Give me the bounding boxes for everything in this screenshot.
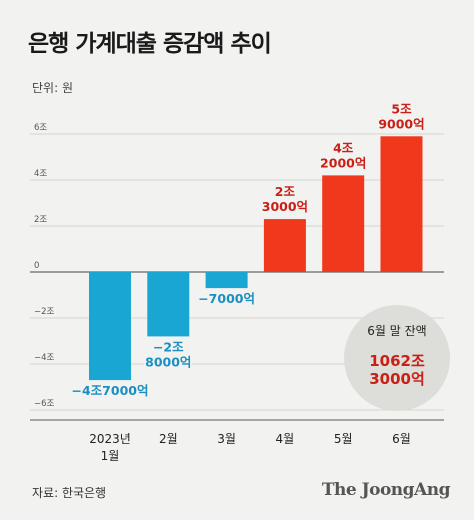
- y-tick-label: 4조: [34, 169, 47, 179]
- y-tick-label: −4조: [34, 353, 55, 363]
- data-label: 2000억: [320, 155, 366, 170]
- data-label: −7000억: [198, 291, 255, 306]
- badge-title: 6월 말 잔액: [367, 324, 427, 338]
- bar: [322, 175, 365, 272]
- badge-value-line1: 1062조: [369, 352, 425, 370]
- balance-badge: 6월 말 잔액 1062조 3000억: [344, 305, 450, 411]
- y-tick-label: 2조: [34, 215, 47, 225]
- bar: [205, 272, 248, 289]
- data-label: 9000억: [378, 116, 424, 131]
- bar: [147, 272, 190, 337]
- data-label: 4조: [333, 140, 354, 155]
- data-label: 2조: [275, 184, 296, 199]
- x-tick-label: 5월: [334, 432, 353, 446]
- x-tick-label: 2월: [159, 432, 178, 446]
- y-tick-label: 6조: [34, 123, 47, 133]
- x-tick-label: 3월: [217, 432, 236, 446]
- brand-logo: The JoongAng: [321, 480, 451, 500]
- x-tick-label: 1월: [101, 449, 120, 463]
- unit-label: 단위: 원: [32, 81, 73, 95]
- chart-title: 은행 가계대출 증감액 추이: [28, 31, 272, 57]
- data-label: −4조7000억: [72, 383, 149, 398]
- y-tick-label: 0: [34, 261, 39, 271]
- y-tick-label: −6조: [34, 399, 55, 409]
- data-label: 3000억: [262, 199, 308, 214]
- badge-value: 1062조 3000억: [344, 352, 450, 388]
- bar: [89, 272, 131, 381]
- data-label: 8000억: [145, 354, 191, 369]
- x-tick-label: 4월: [276, 432, 295, 446]
- x-tick-label: 6월: [392, 432, 411, 446]
- badge-value-line2: 3000억: [369, 370, 425, 388]
- y-tick-label: −2조: [34, 307, 55, 317]
- data-label: −2조: [153, 339, 184, 354]
- bar: [380, 136, 423, 272]
- data-label: 5조: [391, 101, 412, 116]
- bar: [263, 219, 306, 272]
- x-tick-label: 2023년: [89, 432, 131, 446]
- source-label: 자료: 한국은행: [32, 486, 107, 500]
